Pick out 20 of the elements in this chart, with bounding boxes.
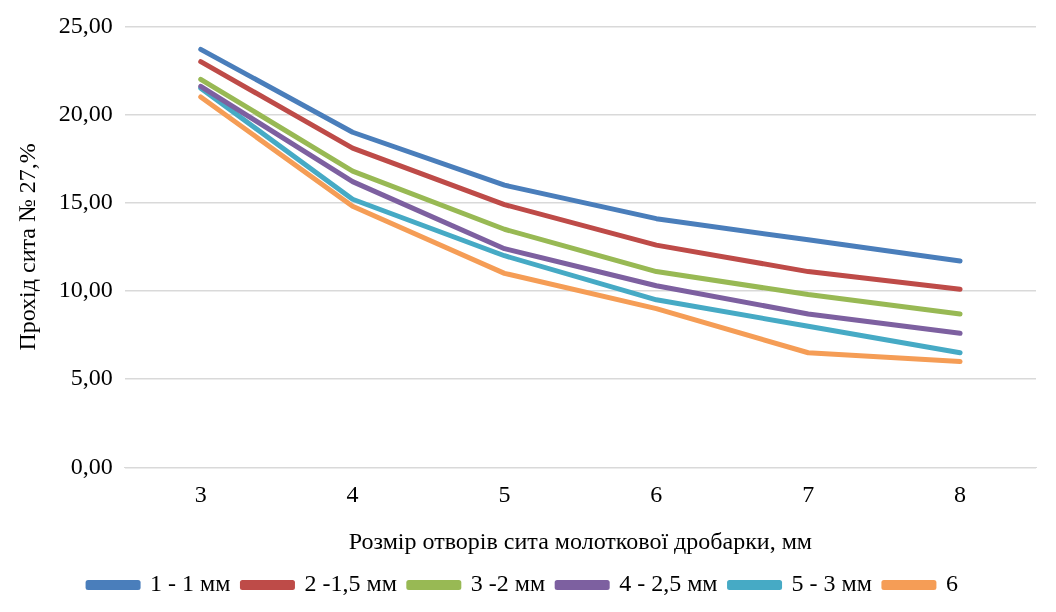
legend-label: 1 - 1 мм: [150, 570, 231, 597]
legend-label: 3 -2 мм: [470, 570, 546, 597]
y-tick-label: 25,00: [58, 11, 113, 38]
y-tick-label: 20,00: [58, 99, 113, 126]
legend-label: 5 - 3 мм: [791, 570, 872, 597]
y-axis-title: Прохід сита № 27,%: [13, 143, 40, 351]
x-tick-label: 6: [650, 481, 663, 508]
y-tick-label: 0,00: [70, 452, 113, 479]
x-tick-label: 5: [498, 481, 511, 508]
x-axis-title: Розмір отворів сита молоткової дробарки, мм: [348, 527, 813, 554]
x-tick-label: 8: [954, 481, 967, 508]
x-tick-label: 4: [346, 481, 359, 508]
x-tick-label: 3: [194, 481, 207, 508]
legend-label: 4 - 2,5 мм: [619, 570, 718, 597]
x-tick-label: 7: [802, 481, 815, 508]
y-tick-label: 5,00: [70, 364, 113, 391]
legend-label: 2 -1,5 мм: [304, 570, 397, 597]
y-tick-label: 15,00: [58, 188, 113, 215]
legend-label: 6: [945, 570, 958, 597]
y-tick-label: 10,00: [58, 276, 113, 303]
